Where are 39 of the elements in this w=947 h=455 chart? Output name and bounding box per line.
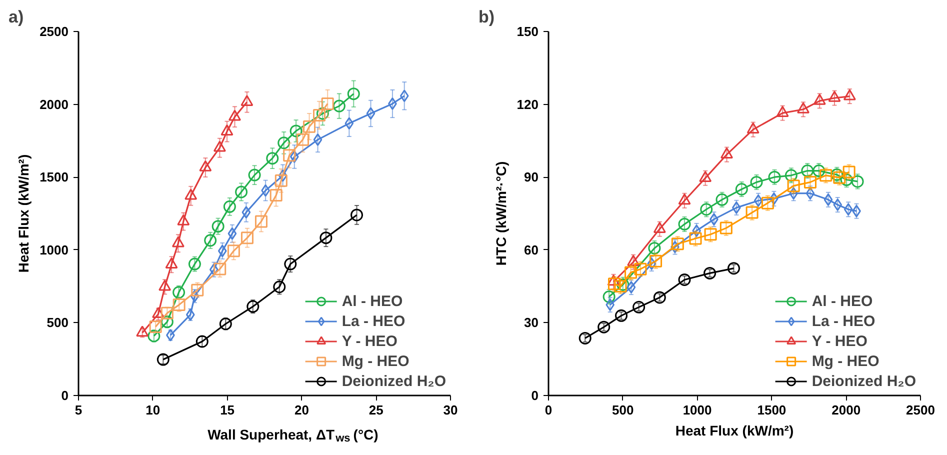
- legend-label: Y - HEO: [342, 332, 398, 350]
- x-tick-label: 15: [220, 402, 235, 418]
- legend-label: La - HEO: [812, 312, 876, 330]
- legend-label: La - HEO: [342, 312, 406, 330]
- x-tick-label: 10: [146, 402, 160, 418]
- text: b): [478, 8, 495, 26]
- y-tick-label: 2500: [40, 24, 68, 39]
- x-tick-label: 500: [612, 402, 634, 418]
- y-tick-label: 500: [46, 315, 69, 330]
- x-tick-label: 2000: [832, 402, 861, 418]
- y-tick-label: 150: [516, 24, 539, 39]
- y-tick-label: 60: [524, 242, 539, 258]
- legend-label: Y - HEO: [812, 332, 868, 350]
- y-tick-label: 90: [524, 170, 539, 185]
- y-tick-label: 30: [524, 315, 539, 330]
- x-tick-label: 1000: [682, 402, 712, 418]
- x-tick-label: 5: [74, 402, 82, 418]
- y-tick-label: 2000: [40, 96, 68, 112]
- x-tick-label: 30: [443, 402, 458, 418]
- y-tick-label: 120: [516, 96, 539, 112]
- legend-label: Mg - HEO: [342, 352, 410, 370]
- x-tick-label: 20: [294, 402, 309, 418]
- y-tick-label: 0: [531, 388, 539, 403]
- y-tick-label: 1500: [40, 170, 68, 185]
- legend-label: Al - HEO: [342, 292, 403, 310]
- x-tick-label: 0: [544, 402, 552, 418]
- x-axis-title: Heat Flux (kW/m²): [675, 422, 794, 438]
- text: a): [8, 8, 24, 26]
- y-tick-label: 1000: [40, 242, 68, 258]
- x-tick-label: 1500: [757, 402, 786, 418]
- legend-label: Al - HEO: [812, 292, 873, 310]
- y-axis-title: Heat Flux (kW/m²): [16, 154, 32, 273]
- legend-label: Deionized H₂O: [342, 372, 446, 390]
- y-axis-title: HTC (kW/m²·°C): [492, 161, 509, 266]
- y-tick-label: 0: [61, 388, 69, 403]
- x-tick-label: 25: [368, 402, 384, 418]
- x-tick-label: 2500: [906, 402, 935, 418]
- legend-label: Deionized H₂O: [812, 372, 916, 390]
- legend-label: Mg - HEO: [812, 352, 880, 370]
